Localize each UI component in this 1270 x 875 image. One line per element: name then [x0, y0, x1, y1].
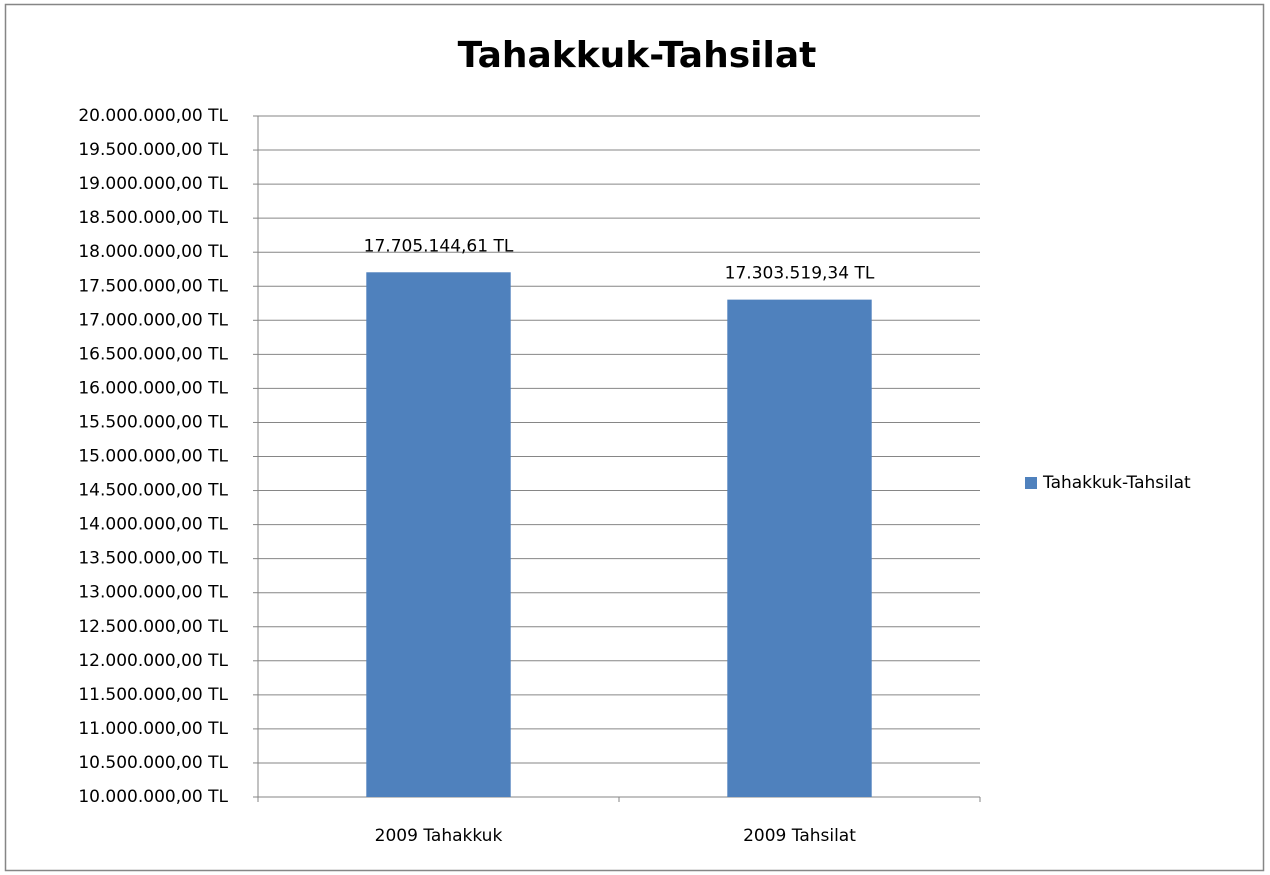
y-tick-label: 14.500.000,00 TL	[78, 481, 228, 501]
bar	[366, 272, 511, 797]
y-tick-label: 17.000.000,00 TL	[78, 310, 228, 330]
y-tick-label: 14.000.000,00 TL	[78, 515, 228, 535]
y-tick-label: 10.000.000,00 TL	[78, 787, 228, 807]
y-tick-label: 12.000.000,00 TL	[78, 651, 228, 671]
y-tick-label: 11.500.000,00 TL	[78, 685, 228, 705]
y-tick-label: 16.500.000,00 TL	[78, 344, 228, 364]
x-tick-label: 2009 Tahakkuk	[375, 826, 503, 846]
bar	[727, 299, 872, 797]
y-tick-label: 19.000.000,00 TL	[78, 174, 228, 194]
y-tick-label: 18.000.000,00 TL	[78, 242, 228, 262]
y-tick-label: 18.500.000,00 TL	[78, 208, 228, 228]
legend-swatch	[1025, 477, 1037, 489]
y-tick-label: 15.000.000,00 TL	[78, 447, 228, 467]
data-label: 17.705.144,61 TL	[364, 236, 514, 256]
y-tick-label: 19.500.000,00 TL	[78, 140, 228, 160]
chart-border	[4, 3, 1265, 872]
legend-label: Tahakkuk-Tahsilat	[1042, 473, 1191, 493]
data-label: 17.303.519,34 TL	[725, 264, 875, 284]
x-tick-label: 2009 Tahsilat	[743, 826, 856, 846]
y-tick-label: 13.000.000,00 TL	[78, 583, 228, 603]
y-tick-label: 13.500.000,00 TL	[78, 549, 228, 569]
y-tick-label: 10.500.000,00 TL	[78, 753, 228, 773]
y-tick-label: 15.500.000,00 TL	[78, 412, 228, 432]
y-tick-label: 17.500.000,00 TL	[78, 276, 228, 296]
y-tick-label: 16.000.000,00 TL	[78, 378, 228, 398]
chart-title: Tahakkuk-Tahsilat	[458, 35, 817, 76]
y-tick-label: 11.000.000,00 TL	[78, 719, 228, 739]
y-tick-label: 12.500.000,00 TL	[78, 617, 228, 637]
y-tick-label: 20.000.000,00 TL	[78, 106, 228, 126]
